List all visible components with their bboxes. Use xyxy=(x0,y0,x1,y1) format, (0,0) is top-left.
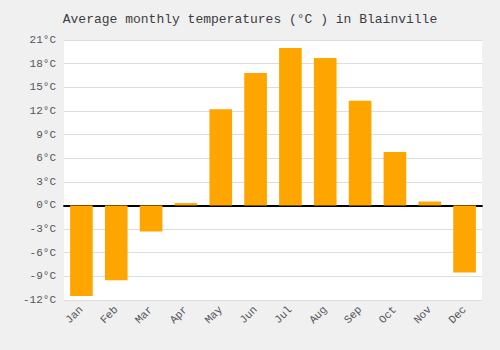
svg-text:Mar: Mar xyxy=(133,304,155,326)
svg-text:Jul: Jul xyxy=(272,304,294,326)
svg-text:12°C: 12°C xyxy=(30,105,57,117)
svg-text:Oct: Oct xyxy=(377,304,399,326)
svg-text:0°C: 0°C xyxy=(36,199,56,211)
svg-text:Jun: Jun xyxy=(237,304,259,326)
svg-text:15°C: 15°C xyxy=(30,81,57,93)
svg-text:-3°C: -3°C xyxy=(30,223,57,235)
svg-text:-6°C: -6°C xyxy=(30,247,57,259)
svg-text:Feb: Feb xyxy=(98,304,120,326)
svg-text:Average monthly temperatures (: Average monthly temperatures (°C ) in Bl… xyxy=(63,12,437,27)
svg-text:May: May xyxy=(203,303,226,326)
svg-text:Apr: Apr xyxy=(168,304,190,326)
svg-text:-9°C: -9°C xyxy=(30,270,57,282)
svg-text:9°C: 9°C xyxy=(36,129,56,141)
svg-text:3°C: 3°C xyxy=(36,176,56,188)
svg-text:Nov: Nov xyxy=(412,303,435,326)
svg-text:18°C: 18°C xyxy=(30,58,57,70)
svg-text:Aug: Aug xyxy=(307,304,329,326)
svg-text:21°C: 21°C xyxy=(30,34,57,46)
svg-text:-12°C: -12°C xyxy=(23,294,56,306)
svg-text:Dec: Dec xyxy=(446,304,468,326)
svg-text:Sep: Sep xyxy=(342,304,364,326)
svg-text:6°C: 6°C xyxy=(36,152,56,164)
svg-text:Jan: Jan xyxy=(63,304,85,326)
